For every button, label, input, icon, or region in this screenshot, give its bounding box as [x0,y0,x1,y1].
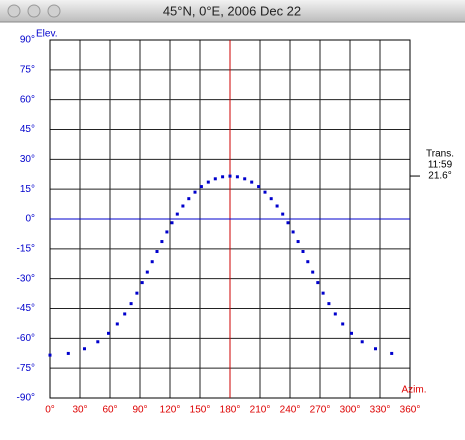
y-tick-label: 75° [20,64,35,75]
sun-point [275,204,279,208]
sun-point [165,230,169,234]
sun-point [96,340,100,344]
y-tick-label: 30° [20,154,35,165]
x-tick-label: 120° [160,405,181,416]
title-bar [0,0,465,22]
sun-point [269,197,273,201]
x-tick-label: 150° [190,405,211,416]
y-axis-label: Elev. [36,29,58,40]
y-tick-label: 90° [20,35,35,46]
sun-point [296,240,300,244]
y-tick-label: 45° [20,124,35,135]
sun-point [206,180,210,184]
y-tick-label: 15° [20,184,35,195]
sun-point [193,190,197,194]
sun-point [140,281,144,285]
sun-point [129,302,133,306]
sun-point [213,177,217,181]
sun-point [311,270,315,274]
sun-point [306,260,310,264]
sun-point [175,212,179,216]
y-tick-label: -30° [17,273,35,284]
x-tick-label: 360° [400,405,421,416]
sun-point [150,260,154,264]
minimize-button[interactable] [27,4,41,18]
sun-point [321,291,325,295]
sun-point [243,177,247,181]
sun-point [181,204,185,208]
y-tick-label: -60° [17,333,35,344]
x-tick-label: 60° [102,405,117,416]
x-tick-label: 90° [132,405,147,416]
x-tick-label: 210° [250,405,271,416]
sun-point [281,212,285,216]
x-tick-label: 180° [220,405,241,416]
y-tick-label: -90° [17,393,35,404]
sun-point [327,302,331,306]
transit-elevation: 21.6° [428,171,451,182]
x-tick-label: 0° [45,405,55,416]
sun-point [155,249,159,253]
y-tick-label: -75° [17,363,35,374]
sun-point [107,331,110,335]
sun-point [374,347,377,351]
sun-point [301,249,305,253]
sun-point [170,221,174,225]
x-tick-label: 300° [340,405,361,416]
x-tick-label: 30° [72,405,87,416]
sun-point [83,347,86,351]
sun-point [316,281,320,285]
y-tick-label: 0° [25,214,35,225]
transit-time: 11:59 [428,160,453,171]
x-tick-label: 330° [370,405,391,416]
sun-point [291,230,295,234]
sun-point [135,291,139,295]
close-button[interactable] [7,4,21,18]
sun-point [250,180,254,184]
chart: 0° 30° 60° 90° 120° 150° 180° 210° 240° 270° 300° 3… [17,29,454,416]
x-tick-label: 270° [310,405,331,416]
transit-label: Trans. [426,149,454,160]
sun-point [350,331,353,335]
sun-point [228,174,232,178]
x-axis-label: Azim. [402,385,427,396]
sun-point [221,175,225,179]
sun-point [48,353,52,357]
sun-point [360,340,364,344]
sun-point [390,351,394,355]
sun-point [66,351,70,355]
y-tick-label: -45° [17,303,35,314]
sun-point [123,312,127,316]
sun-point [160,240,164,244]
sun-point [341,322,345,326]
y-tick-label: 60° [20,94,35,105]
sun-point [257,185,261,189]
sun-point [187,197,191,201]
y-tick-label: -15° [17,243,35,254]
sun-point [263,190,267,194]
x-tick-label: 240° [280,405,301,416]
sun-point [235,175,239,179]
window-title: 45°N, 0°E, 2006 Dec 22 [163,3,301,18]
sun-point [333,312,337,316]
sun-point [286,221,290,225]
sun-point [115,322,119,326]
sun-point [145,270,149,274]
sun-point [199,185,203,189]
zoom-button[interactable] [47,4,61,18]
